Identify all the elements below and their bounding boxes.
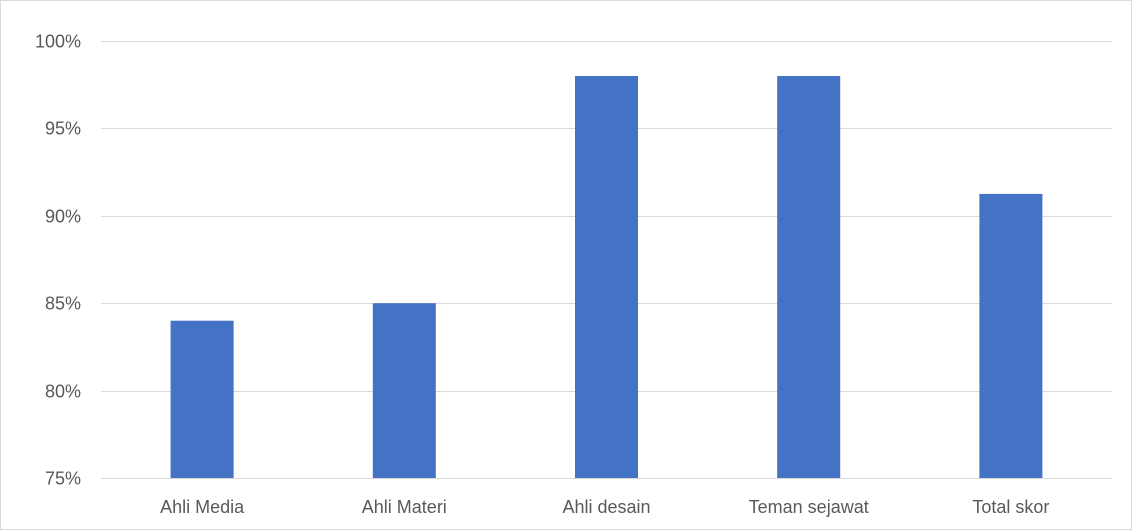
x-axis-ticks: Ahli Media Ahli Materi Ahli desain Teman se… bbox=[160, 497, 1049, 517]
x-tick-label: Total skor bbox=[972, 497, 1049, 517]
y-axis-ticks: 75% 80% 85% 90% 95% 100% bbox=[35, 32, 81, 489]
x-tick-label: Ahli Materi bbox=[362, 497, 447, 517]
x-tick-label: Ahli Media bbox=[160, 497, 245, 517]
x-tick-label: Ahli desain bbox=[562, 497, 650, 517]
bar bbox=[170, 320, 234, 478]
y-tick-label: 80% bbox=[45, 382, 81, 402]
x-tick-label: Teman sejawat bbox=[749, 497, 869, 517]
bars bbox=[170, 76, 1043, 478]
y-tick-label: 100% bbox=[35, 32, 81, 52]
y-tick-label: 85% bbox=[45, 294, 81, 314]
bar bbox=[575, 76, 638, 478]
y-tick-label: 75% bbox=[45, 469, 81, 489]
y-tick-label: 90% bbox=[45, 207, 81, 227]
bar bbox=[777, 76, 841, 478]
y-tick-label: 95% bbox=[45, 119, 81, 139]
bar bbox=[372, 303, 436, 478]
bar bbox=[979, 193, 1043, 478]
